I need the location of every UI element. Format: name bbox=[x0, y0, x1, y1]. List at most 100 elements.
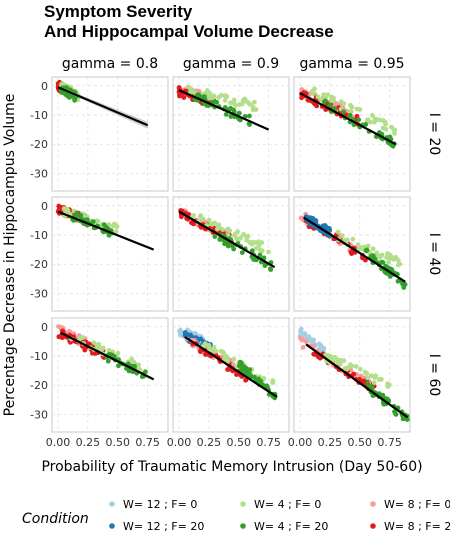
legend-entry-label: W= 8 ; F= 0 bbox=[384, 498, 450, 511]
scatter-point bbox=[369, 384, 374, 389]
scatter-point bbox=[348, 362, 353, 367]
x-tick-label: 0.75 bbox=[135, 436, 160, 449]
scatter-point bbox=[237, 102, 242, 107]
scatter-point bbox=[56, 334, 61, 339]
scatter-point bbox=[396, 279, 401, 284]
legend-swatch bbox=[240, 501, 246, 507]
scatter-point bbox=[327, 354, 332, 359]
scatter-point bbox=[364, 248, 369, 253]
scatter-point bbox=[380, 260, 385, 265]
scatter-point bbox=[223, 98, 228, 103]
scatter-point bbox=[365, 381, 370, 386]
scatter-point bbox=[345, 237, 350, 242]
scatter-point bbox=[178, 328, 183, 333]
scatter-point bbox=[207, 343, 212, 348]
scatter-point bbox=[238, 360, 243, 365]
scatter-point bbox=[231, 247, 236, 252]
scatter-point bbox=[184, 332, 189, 337]
scatter-point bbox=[234, 236, 239, 241]
scatter-point bbox=[348, 113, 353, 118]
scatter-point bbox=[394, 412, 399, 417]
scatter-point bbox=[213, 234, 218, 239]
y-tick-label: 0 bbox=[41, 200, 48, 213]
scatter-point bbox=[298, 336, 303, 341]
y-tick-label: -10 bbox=[30, 109, 48, 122]
scatter-point bbox=[377, 255, 382, 260]
row-facet-label: I = 20 bbox=[426, 113, 442, 156]
scatter-point bbox=[198, 213, 203, 218]
scatter-point bbox=[393, 255, 398, 260]
scatter-point bbox=[311, 337, 316, 342]
legend-entry-label: W= 12 ; F= 0 bbox=[123, 498, 197, 511]
legend-swatch bbox=[109, 523, 115, 529]
scatter-point bbox=[312, 87, 317, 92]
scatter-point bbox=[240, 250, 245, 255]
scatter-point bbox=[268, 266, 273, 271]
scatter-point bbox=[56, 204, 61, 209]
scatter-point bbox=[212, 221, 217, 226]
column-facet-label: gamma = 0.95 bbox=[299, 56, 404, 72]
scatter-point bbox=[231, 357, 236, 362]
scatter-point bbox=[252, 100, 257, 105]
scatter-point bbox=[301, 345, 306, 350]
scatter-point bbox=[327, 226, 332, 231]
scatter-point bbox=[106, 359, 111, 364]
x-tick-label: 0.50 bbox=[227, 436, 252, 449]
scatter-point bbox=[241, 232, 246, 237]
legend-swatch bbox=[370, 523, 376, 529]
scatter-point bbox=[313, 218, 318, 223]
scatter-point bbox=[226, 227, 231, 232]
scatter-point bbox=[247, 114, 252, 119]
scatter-point bbox=[214, 100, 219, 105]
scatter-point bbox=[188, 87, 193, 92]
scatter-point bbox=[377, 377, 382, 382]
scatter-point bbox=[228, 101, 233, 106]
scatter-point bbox=[339, 99, 344, 104]
column-facet-label: gamma = 0.8 bbox=[62, 56, 158, 72]
scatter-point bbox=[264, 383, 269, 388]
scatter-point bbox=[369, 373, 374, 378]
scatter-point bbox=[405, 417, 410, 422]
legend-entry-label: W= 4 ; F= 0 bbox=[254, 498, 321, 511]
x-tick-label: 0.50 bbox=[348, 436, 373, 449]
scatter-point bbox=[116, 351, 121, 356]
chart-title-line-1: Symptom Severity bbox=[44, 2, 193, 21]
scatter-point bbox=[373, 373, 378, 378]
x-tick-label: 0.00 bbox=[46, 436, 71, 449]
scatter-point bbox=[355, 107, 360, 112]
scatter-point bbox=[102, 222, 107, 227]
scatter-point bbox=[349, 250, 354, 255]
facet-grid: gamma = 0.8 gamma = 0.9 gamma = 0.95I = 20… bbox=[30, 56, 442, 449]
row-facet-label: I = 60 bbox=[426, 354, 442, 397]
y-tick-label: -10 bbox=[30, 229, 48, 242]
scatter-point bbox=[216, 95, 221, 100]
scatter-point bbox=[338, 361, 343, 366]
scatter-point bbox=[351, 237, 356, 242]
x-tick-label: 0.25 bbox=[197, 436, 222, 449]
scatter-point bbox=[388, 256, 393, 261]
scatter-point bbox=[203, 352, 208, 357]
scatter-point bbox=[212, 93, 217, 98]
y-tick-label: -30 bbox=[30, 408, 48, 421]
scatter-point bbox=[198, 349, 203, 354]
scatter-point bbox=[220, 227, 225, 232]
scatter-point bbox=[212, 349, 217, 354]
scatter-point bbox=[250, 240, 255, 245]
legend-entry-label: W= 8 ; F= 20 bbox=[384, 520, 450, 533]
legend-entry-label: W= 4 ; F= 20 bbox=[254, 520, 328, 533]
scatter-point bbox=[388, 274, 393, 279]
y-axis-title: Percentage Decrease in Hippocampus Volum… bbox=[2, 94, 18, 417]
scatter-point bbox=[181, 95, 186, 100]
scatter-point bbox=[258, 248, 263, 253]
scatter-point bbox=[114, 223, 119, 228]
scatter-point bbox=[371, 246, 376, 251]
scatter-point bbox=[354, 364, 359, 369]
x-tick-label: 0.75 bbox=[377, 436, 402, 449]
scatter-point bbox=[266, 250, 271, 255]
x-tick-label: 0.00 bbox=[167, 436, 192, 449]
scatter-point bbox=[324, 93, 329, 98]
scatter-point bbox=[345, 367, 350, 372]
y-tick-label: -20 bbox=[30, 138, 48, 151]
scatter-point bbox=[397, 262, 402, 267]
